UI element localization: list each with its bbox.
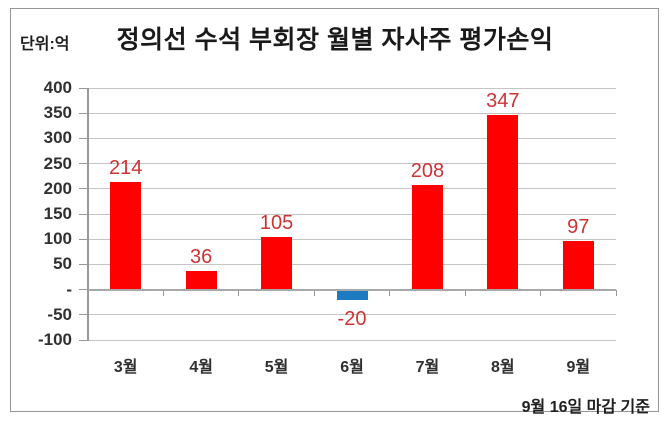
gridline <box>88 163 616 165</box>
y-tick-label: 350 <box>43 103 72 123</box>
gridline <box>88 188 616 190</box>
x-axis-label: 8월 <box>491 359 515 376</box>
bar-7월 <box>411 184 443 290</box>
gridline <box>88 238 616 240</box>
y-tick-label: 50 <box>53 254 72 274</box>
value-label: 208 <box>410 159 445 182</box>
bar-3월 <box>110 181 142 290</box>
value-label: 214 <box>109 156 143 179</box>
x-tick <box>464 289 466 296</box>
x-tick <box>238 289 240 296</box>
y-tick-label: 250 <box>43 153 72 173</box>
x-axis-label: 7월 <box>415 359 440 376</box>
bar-4월 <box>185 271 217 290</box>
y-tick-label: -100 <box>37 330 72 349</box>
gridline <box>88 339 616 341</box>
bar-8월 <box>487 114 519 290</box>
y-tick-label: 300 <box>43 128 72 148</box>
gridline <box>88 213 616 215</box>
footnote: 9월 16일 마감 기준 <box>521 399 650 416</box>
value-label: 36 <box>190 246 213 269</box>
y-tick <box>79 263 88 265</box>
gridline <box>88 112 616 114</box>
unit-label: 단위:억 <box>20 36 70 53</box>
y-tick <box>79 188 88 190</box>
x-axis-label: 4월 <box>189 359 213 376</box>
x-tick <box>540 289 542 296</box>
y-axis-line <box>86 88 89 341</box>
value-label: 97 <box>567 215 590 238</box>
x-tick <box>162 289 164 296</box>
bar-6월 <box>336 289 368 300</box>
y-tick-label: -50 <box>47 304 72 324</box>
bar-5월 <box>261 236 293 290</box>
x-tick <box>389 289 391 296</box>
x-axis-label: 5월 <box>264 359 289 376</box>
bar-9월 <box>562 240 594 290</box>
y-tick <box>79 238 88 240</box>
x-tick <box>313 289 315 296</box>
gridline <box>88 137 616 139</box>
value-label: 105 <box>259 211 294 234</box>
gridline <box>88 263 616 265</box>
x-tick <box>615 289 617 296</box>
y-tick <box>79 289 88 291</box>
y-tick-label: 400 <box>43 78 72 97</box>
y-tick <box>79 314 88 316</box>
value-label: 347 <box>486 89 520 112</box>
y-tick-label: 200 <box>43 178 72 198</box>
y-tick-label: - <box>66 279 72 299</box>
y-tick <box>79 87 88 89</box>
value-label: -20 <box>337 307 367 330</box>
y-tick-label: 150 <box>43 204 72 223</box>
y-tick <box>79 163 88 165</box>
gridline <box>88 87 616 89</box>
y-tick <box>79 137 88 139</box>
x-axis-label: 9월 <box>566 359 591 376</box>
y-tick <box>79 213 88 215</box>
gridline <box>88 314 616 316</box>
y-tick-label: 100 <box>43 229 72 249</box>
x-axis-label: 3월 <box>113 359 138 376</box>
chart-title: 정의선 수석 부회장 월별 자사주 평가손익 <box>116 26 554 54</box>
zero-axis-line <box>88 288 616 291</box>
y-tick <box>79 112 88 114</box>
x-axis-label: 6월 <box>340 359 364 376</box>
y-tick <box>79 339 88 341</box>
